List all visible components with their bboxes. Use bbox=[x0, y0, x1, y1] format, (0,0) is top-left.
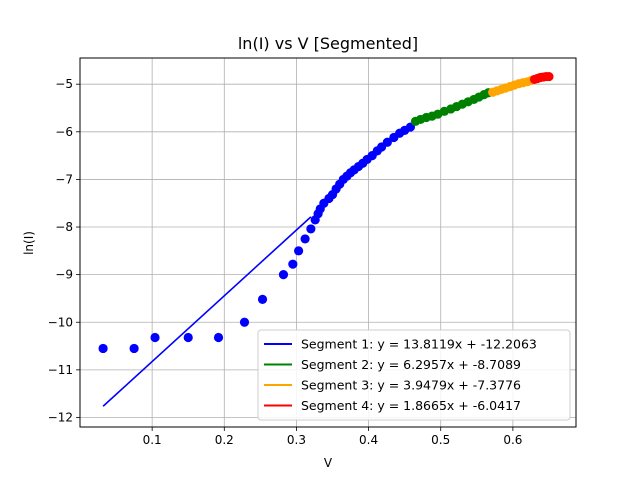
data-point bbox=[288, 259, 298, 269]
data-point bbox=[150, 332, 160, 343]
data-points bbox=[98, 71, 554, 354]
axis-ticks: 0.1 0.2 0.3 0.4 0.5 0.6 −12 −11 −10 −9 −8 −7 −6 −5 bbox=[48, 77, 523, 447]
x-tick-label: 0.2 bbox=[215, 433, 234, 447]
legend-entry-label: Segment 4: y = 1.8665x + -6.0417 bbox=[301, 398, 521, 413]
segment-1-fit-line bbox=[102, 216, 312, 407]
data-point bbox=[278, 270, 289, 280]
x-tick-label: 0.1 bbox=[143, 433, 162, 447]
data-point bbox=[306, 224, 316, 234]
data-point bbox=[213, 332, 224, 343]
legend-box bbox=[257, 329, 571, 421]
data-point bbox=[257, 294, 268, 304]
legend-entry-label: Segment 1: y = 13.8119x + -12.2063 bbox=[301, 337, 537, 352]
x-tick-label: 0.5 bbox=[431, 433, 450, 447]
y-axis-label: ln(I) bbox=[22, 231, 36, 255]
data-point bbox=[382, 137, 392, 147]
y-tick-label: −12 bbox=[48, 410, 73, 424]
data-point bbox=[183, 332, 193, 343]
x-tick-label: 0.3 bbox=[287, 433, 306, 447]
grid bbox=[80, 58, 576, 427]
y-tick-label: −7 bbox=[55, 172, 73, 186]
data-point bbox=[129, 343, 139, 354]
legend: Segment 1: y = 13.8119x + -12.2063 Segmen… bbox=[257, 329, 571, 421]
data-point bbox=[544, 71, 554, 82]
data-point bbox=[294, 246, 304, 256]
data-point bbox=[300, 234, 310, 244]
legend-entry-label: Segment 3: y = 3.9479x + -7.3776 bbox=[301, 378, 521, 393]
data-point bbox=[239, 317, 250, 327]
y-tick-label: −11 bbox=[48, 363, 73, 377]
data-point bbox=[98, 343, 108, 354]
legend-entry-label: Segment 2: y = 6.2957x + -8.7089 bbox=[301, 357, 521, 372]
y-tick-label: −5 bbox=[55, 77, 73, 91]
y-tick-label: −6 bbox=[55, 125, 73, 139]
plot-frame bbox=[79, 57, 577, 428]
y-tick-label: −8 bbox=[55, 220, 73, 234]
y-tick-label: −9 bbox=[55, 268, 73, 282]
x-tick-label: 0.4 bbox=[359, 433, 378, 447]
x-tick-label: 0.6 bbox=[503, 433, 522, 447]
y-tick-label: −10 bbox=[48, 315, 73, 329]
x-axis-label: V bbox=[324, 456, 333, 470]
chart-title: ln(I) vs V [Segmented] bbox=[238, 34, 418, 53]
